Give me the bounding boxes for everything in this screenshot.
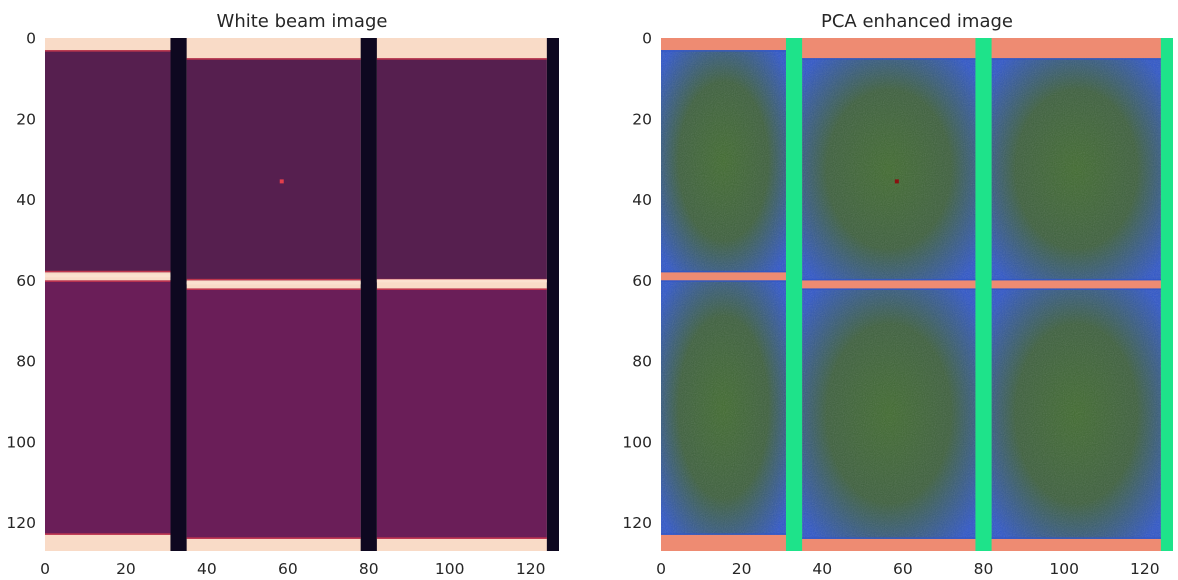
y-tick-label: 60 [16, 272, 36, 290]
x-tick-label: 120 [516, 560, 546, 578]
module-edge [376, 288, 547, 290]
detector-module [376, 288, 547, 539]
x-tick-labels: 0 20 40 60 80 100 120 [656, 560, 1160, 578]
y-tick-labels: 0 20 40 60 80 100 120 [6, 30, 36, 533]
panel-title: White beam image [217, 11, 388, 32]
y-tick-label: 100 [622, 433, 652, 451]
module-noise [661, 280, 786, 535]
y-tick-label: 60 [632, 272, 652, 290]
module-noise [991, 288, 1161, 539]
module-edge [661, 280, 786, 282]
x-tick-label: 0 [656, 560, 666, 578]
module-noise [661, 50, 786, 273]
module-edge [991, 278, 1161, 281]
x-tick-label: 20 [732, 560, 752, 578]
module-edge [661, 50, 786, 52]
detector-module [45, 280, 171, 535]
module-edge [991, 537, 1161, 539]
hot-pixel [279, 179, 284, 184]
panel-pca-enhanced: PCA enhanced image 0 20 40 60 80 100 120 0 20 40… [622, 11, 1173, 578]
row-separator [45, 274, 171, 278]
module-gap [170, 38, 187, 551]
y-tick-label: 40 [632, 191, 652, 209]
y-tick-label: 120 [622, 514, 652, 532]
module-edge [186, 537, 361, 539]
module-edge [376, 537, 547, 539]
y-tick-label: 100 [6, 433, 36, 451]
module-noise [991, 58, 1161, 281]
row-separator [186, 281, 361, 285]
detector-module [45, 50, 171, 273]
x-tick-label: 20 [116, 560, 136, 578]
x-tick-label: 80 [974, 560, 994, 578]
module-gap [785, 38, 803, 551]
x-tick-label: 100 [1049, 560, 1079, 578]
module-edge [45, 50, 171, 52]
module-edge [991, 58, 1161, 60]
x-tick-label: 40 [812, 560, 832, 578]
panel-title: PCA enhanced image [821, 11, 1013, 32]
module-edge [802, 537, 976, 539]
module-edge [376, 58, 547, 60]
module-edge [802, 288, 976, 290]
x-tick-label: 60 [893, 560, 913, 578]
y-tick-label: 20 [16, 110, 36, 128]
module-edge [186, 288, 361, 290]
x-tick-label: 0 [40, 560, 50, 578]
module-edge [802, 278, 976, 281]
panel-white-beam: White beam image 0 20 40 60 80 100 120 0 20 40 60… [6, 11, 559, 578]
module-noise [802, 288, 976, 539]
module-gap [360, 38, 377, 551]
y-tick-label: 120 [6, 514, 36, 532]
module-gap [975, 38, 992, 551]
module-edge [186, 58, 361, 60]
x-tick-label: 80 [359, 560, 379, 578]
module-edge [45, 270, 171, 273]
y-tick-label: 40 [16, 191, 36, 209]
row-separator [376, 279, 547, 283]
module-edge [661, 533, 786, 535]
x-tick-label: 60 [278, 560, 298, 578]
module-gap [546, 38, 559, 551]
y-tick-label: 0 [642, 30, 652, 48]
hot-pixel [894, 179, 899, 184]
module-edge [45, 533, 171, 535]
detector-module [186, 58, 361, 281]
module-noise [802, 58, 976, 281]
x-tick-label: 40 [197, 560, 217, 578]
y-tick-label: 80 [16, 353, 36, 371]
module-edge [661, 270, 786, 273]
x-tick-label: 120 [1130, 560, 1160, 578]
y-tick-label: 80 [632, 353, 652, 371]
module-edge [45, 280, 171, 282]
module-gap [1160, 38, 1173, 551]
x-tick-label: 100 [435, 560, 465, 578]
y-tick-label: 0 [26, 30, 36, 48]
y-tick-label: 20 [632, 110, 652, 128]
y-tick-labels: 0 20 40 60 80 100 120 [622, 30, 652, 533]
module-edge [802, 58, 976, 60]
x-tick-labels: 0 20 40 60 80 100 120 [40, 560, 545, 578]
detector-module [186, 288, 361, 539]
module-edge [991, 288, 1161, 290]
detector-module [376, 58, 547, 281]
image-area [661, 38, 1173, 551]
image-area [45, 38, 559, 551]
module-edge [186, 278, 361, 281]
